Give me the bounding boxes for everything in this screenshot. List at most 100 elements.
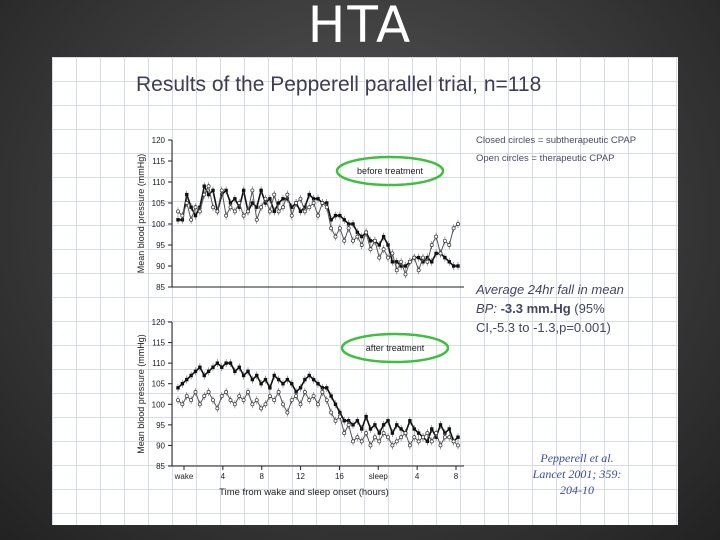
data-point-open — [425, 431, 430, 436]
data-point-open — [447, 243, 452, 247]
y-tick-label: 85 — [156, 283, 165, 292]
data-point-closed — [377, 431, 381, 435]
y-tick-label: 120 — [152, 136, 166, 145]
data-point-open — [456, 443, 460, 448]
data-point-open — [390, 251, 395, 256]
data-point-closed — [342, 218, 346, 222]
data-point-closed — [425, 255, 430, 260]
data-point-closed — [255, 373, 259, 378]
data-point-closed — [228, 201, 233, 205]
data-point-open — [333, 418, 338, 423]
data-point-closed — [395, 423, 399, 427]
data-point-open — [372, 435, 377, 440]
data-point-closed — [176, 218, 180, 222]
legend-closed-circles: Closed circles = subtherapeutic CPAP — [476, 135, 637, 146]
data-point-open — [232, 209, 237, 214]
data-point-open — [206, 389, 211, 394]
data-point-open — [206, 184, 211, 189]
stat-line3: CI,-5.3 to -1.3,p=0.001) — [476, 320, 611, 335]
data-point-open — [368, 247, 373, 252]
data-point-open — [403, 272, 408, 277]
data-point-closed — [198, 205, 202, 209]
data-point-open — [224, 389, 229, 394]
data-point-open — [351, 439, 355, 444]
data-point-closed — [233, 369, 237, 374]
data-point-open — [442, 435, 447, 440]
x-tick-label: 16 — [335, 472, 344, 481]
data-point-open — [289, 213, 294, 218]
data-point-closed — [399, 427, 403, 431]
legend-open-circles: Open circles = therapeutic CPAP — [476, 153, 615, 164]
data-point-open — [390, 443, 395, 448]
data-point-open — [289, 398, 294, 403]
data-point-open — [193, 205, 198, 210]
data-point-open — [281, 402, 285, 407]
data-point-open — [302, 389, 307, 394]
data-point-closed — [368, 239, 373, 243]
data-point-open — [364, 230, 369, 235]
data-point-open — [368, 443, 373, 448]
data-point-closed — [250, 377, 255, 382]
data-point-open — [281, 205, 285, 210]
data-point-open — [320, 201, 325, 205]
data-point-open — [237, 201, 242, 205]
data-point-open — [394, 439, 399, 444]
y-tick-label: 115 — [152, 157, 165, 166]
data-point-closed — [298, 386, 303, 390]
data-point-closed — [412, 427, 416, 431]
average-fall-statistic: Average 24hr fall in mean BP: -3.3 mm.Hg… — [476, 280, 656, 337]
data-point-closed — [220, 192, 224, 197]
y-tick-label: 105 — [152, 199, 166, 208]
data-point-closed — [285, 197, 290, 201]
data-point-open — [219, 188, 224, 193]
data-point-closed — [368, 427, 373, 431]
y-tick-label: 110 — [152, 359, 165, 368]
data-point-closed — [189, 373, 193, 378]
data-point-closed — [307, 373, 311, 378]
figure-title: Results of the Pepperell parallel trial,… — [136, 73, 542, 96]
data-point-closed — [185, 377, 189, 382]
data-point-closed — [228, 361, 233, 365]
data-point-closed — [360, 427, 364, 431]
data-point-open — [429, 439, 434, 444]
stat-line2-label: BP: — [476, 301, 497, 316]
data-point-open — [180, 402, 185, 407]
data-point-open — [337, 414, 342, 419]
data-point-open — [202, 394, 207, 399]
data-point-closed — [298, 209, 303, 214]
data-point-open — [184, 201, 189, 205]
data-point-open — [197, 209, 202, 214]
data-point-closed — [263, 377, 268, 382]
data-point-open — [333, 234, 338, 239]
x-axis-label: Time from wake and sleep onset (hours) — [219, 487, 389, 498]
citation: Pepperell et al. Lancet 2001; 359: 204-1… — [520, 450, 634, 498]
data-point-closed — [430, 260, 434, 264]
data-point-open — [311, 394, 316, 399]
data-point-closed — [416, 431, 421, 435]
data-point-open — [421, 255, 425, 260]
data-point-open — [416, 439, 421, 444]
data-point-closed — [451, 264, 456, 268]
data-point-closed — [202, 184, 206, 188]
slide-title: HTA — [307, 0, 413, 54]
data-point-open — [359, 439, 364, 444]
data-point-open — [224, 213, 229, 218]
data-point-closed — [237, 205, 241, 209]
data-point-open — [407, 259, 412, 264]
data-point-open — [193, 389, 198, 394]
data-point-open — [364, 431, 369, 436]
data-point-closed — [438, 423, 443, 427]
data-point-open — [241, 398, 246, 403]
data-point-open — [386, 435, 390, 440]
data-point-open — [197, 402, 202, 407]
data-point-open — [176, 209, 180, 214]
data-point-closed — [416, 255, 421, 260]
data-point-open — [298, 196, 303, 201]
data-point-closed — [447, 260, 451, 264]
data-point-closed — [259, 188, 263, 193]
data-point-open — [372, 238, 377, 243]
data-point-closed — [434, 435, 438, 439]
data-point-closed — [456, 435, 460, 439]
data-point-open — [434, 431, 439, 436]
data-point-open — [399, 435, 404, 440]
